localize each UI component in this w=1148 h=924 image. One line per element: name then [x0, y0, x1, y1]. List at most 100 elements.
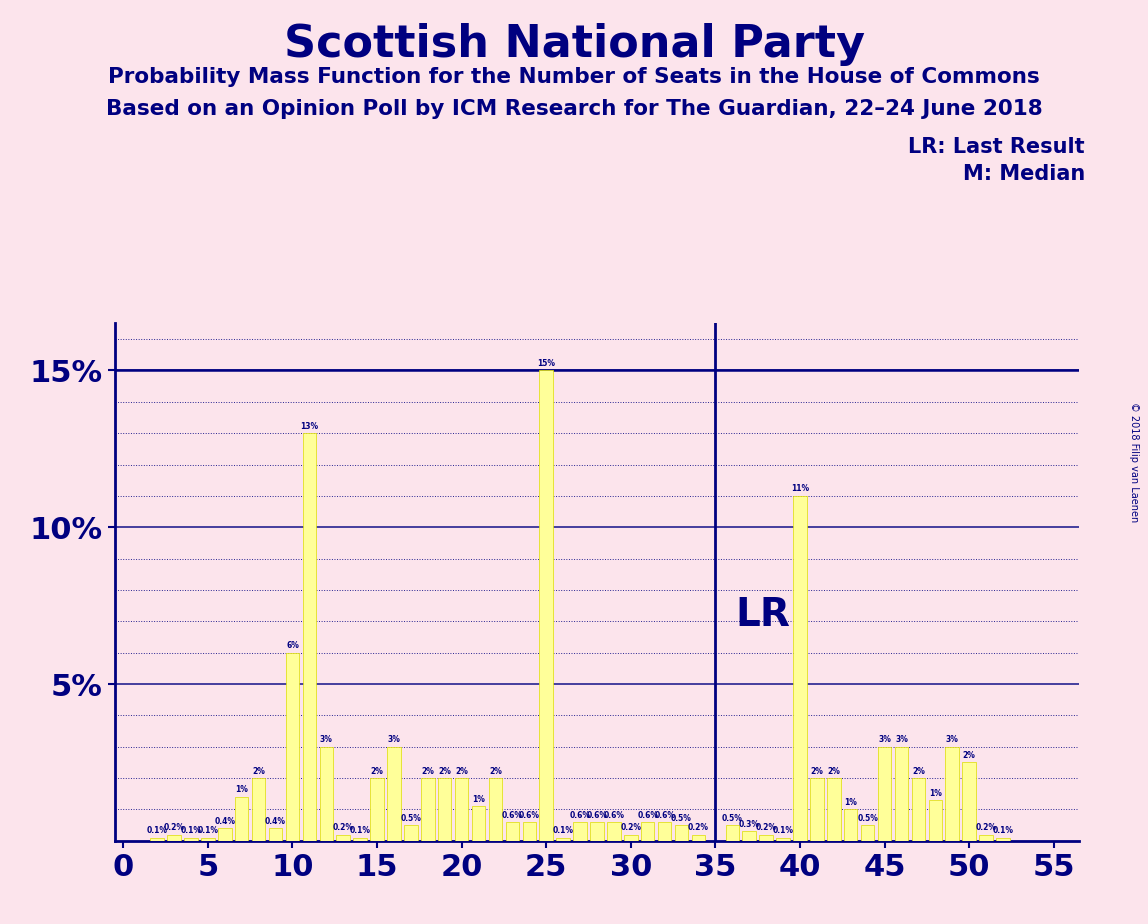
Text: 3%: 3% — [388, 736, 401, 744]
Text: 1%: 1% — [235, 785, 248, 795]
Text: 0.5%: 0.5% — [672, 814, 692, 822]
Bar — [844, 809, 858, 841]
Bar — [929, 800, 943, 841]
Bar — [319, 747, 333, 841]
Text: 0.6%: 0.6% — [569, 810, 590, 820]
Text: 0.5%: 0.5% — [722, 814, 743, 822]
Text: 0.2%: 0.2% — [620, 823, 642, 832]
Bar — [168, 834, 180, 841]
Bar — [251, 778, 265, 841]
Bar — [150, 838, 164, 841]
Bar — [336, 834, 350, 841]
Text: Scottish National Party: Scottish National Party — [284, 23, 864, 67]
Text: 0.5%: 0.5% — [401, 814, 421, 822]
Text: 0.5%: 0.5% — [858, 814, 878, 822]
Bar — [421, 778, 435, 841]
Text: 0.6%: 0.6% — [587, 810, 607, 820]
Bar — [557, 838, 569, 841]
Text: 15%: 15% — [537, 359, 556, 368]
Text: 2%: 2% — [371, 767, 383, 775]
Bar — [472, 807, 486, 841]
Bar — [303, 433, 316, 841]
Text: 0.1%: 0.1% — [552, 826, 574, 835]
Bar — [861, 825, 875, 841]
Bar — [827, 778, 840, 841]
Text: 0.6%: 0.6% — [654, 810, 675, 820]
Bar — [810, 778, 823, 841]
Bar — [218, 828, 232, 841]
Text: 0.2%: 0.2% — [976, 823, 996, 832]
Text: 0.2%: 0.2% — [163, 823, 185, 832]
Text: 0.1%: 0.1% — [147, 826, 168, 835]
Bar — [743, 832, 757, 841]
Text: 2%: 2% — [912, 767, 925, 775]
Text: 0.4%: 0.4% — [265, 817, 286, 826]
Bar — [658, 822, 672, 841]
Text: 1%: 1% — [929, 788, 941, 797]
Bar — [455, 778, 468, 841]
Bar — [371, 778, 383, 841]
Text: 0.1%: 0.1% — [197, 826, 218, 835]
Text: 1%: 1% — [844, 798, 858, 807]
Bar — [946, 747, 959, 841]
Bar — [286, 652, 300, 841]
Text: 6%: 6% — [286, 641, 298, 650]
Text: 0.2%: 0.2% — [333, 823, 354, 832]
Text: 0.2%: 0.2% — [688, 823, 709, 832]
Text: 0.6%: 0.6% — [519, 810, 540, 820]
Text: LR: Last Result: LR: Last Result — [908, 137, 1085, 157]
Text: 0.4%: 0.4% — [215, 817, 235, 826]
Text: 0.1%: 0.1% — [773, 826, 793, 835]
Bar — [437, 778, 451, 841]
Bar — [878, 747, 891, 841]
Bar — [675, 825, 689, 841]
Bar — [793, 496, 807, 841]
Text: 2%: 2% — [455, 767, 468, 775]
Bar — [201, 838, 215, 841]
Bar — [726, 825, 739, 841]
Text: 3%: 3% — [946, 736, 959, 744]
Text: Based on an Opinion Poll by ICM Research for The Guardian, 22–24 June 2018: Based on an Opinion Poll by ICM Research… — [106, 99, 1042, 119]
Bar — [522, 822, 536, 841]
Text: 2%: 2% — [828, 767, 840, 775]
Bar — [387, 747, 401, 841]
Text: 2%: 2% — [810, 767, 823, 775]
Bar — [269, 828, 282, 841]
Bar — [979, 834, 993, 841]
Bar — [962, 762, 976, 841]
Bar — [489, 778, 502, 841]
Bar — [996, 838, 1010, 841]
Text: 0.6%: 0.6% — [502, 810, 522, 820]
Bar — [505, 822, 519, 841]
Text: 0.3%: 0.3% — [738, 820, 760, 829]
Text: 3%: 3% — [320, 736, 333, 744]
Bar — [573, 822, 587, 841]
Bar — [912, 778, 925, 841]
Text: 1%: 1% — [472, 795, 484, 804]
Bar — [759, 834, 773, 841]
Bar — [894, 747, 908, 841]
Bar — [590, 822, 604, 841]
Bar — [404, 825, 418, 841]
Text: 0.1%: 0.1% — [350, 826, 371, 835]
Text: LR: LR — [736, 596, 791, 634]
Text: 13%: 13% — [301, 421, 318, 431]
Text: 0.1%: 0.1% — [180, 826, 201, 835]
Bar — [607, 822, 621, 841]
Bar — [776, 838, 790, 841]
Text: 2%: 2% — [963, 751, 976, 760]
Text: © 2018 Filip van Laenen: © 2018 Filip van Laenen — [1130, 402, 1139, 522]
Text: 2%: 2% — [439, 767, 451, 775]
Text: 11%: 11% — [791, 484, 809, 493]
Bar — [354, 838, 367, 841]
Bar — [692, 834, 705, 841]
Text: 2%: 2% — [489, 767, 502, 775]
Text: 0.6%: 0.6% — [604, 810, 625, 820]
Text: 2%: 2% — [421, 767, 434, 775]
Text: 3%: 3% — [878, 736, 891, 744]
Text: Probability Mass Function for the Number of Seats in the House of Commons: Probability Mass Function for the Number… — [108, 67, 1040, 87]
Bar — [641, 822, 654, 841]
Bar — [540, 371, 553, 841]
Bar — [184, 838, 197, 841]
Text: 2%: 2% — [253, 767, 265, 775]
